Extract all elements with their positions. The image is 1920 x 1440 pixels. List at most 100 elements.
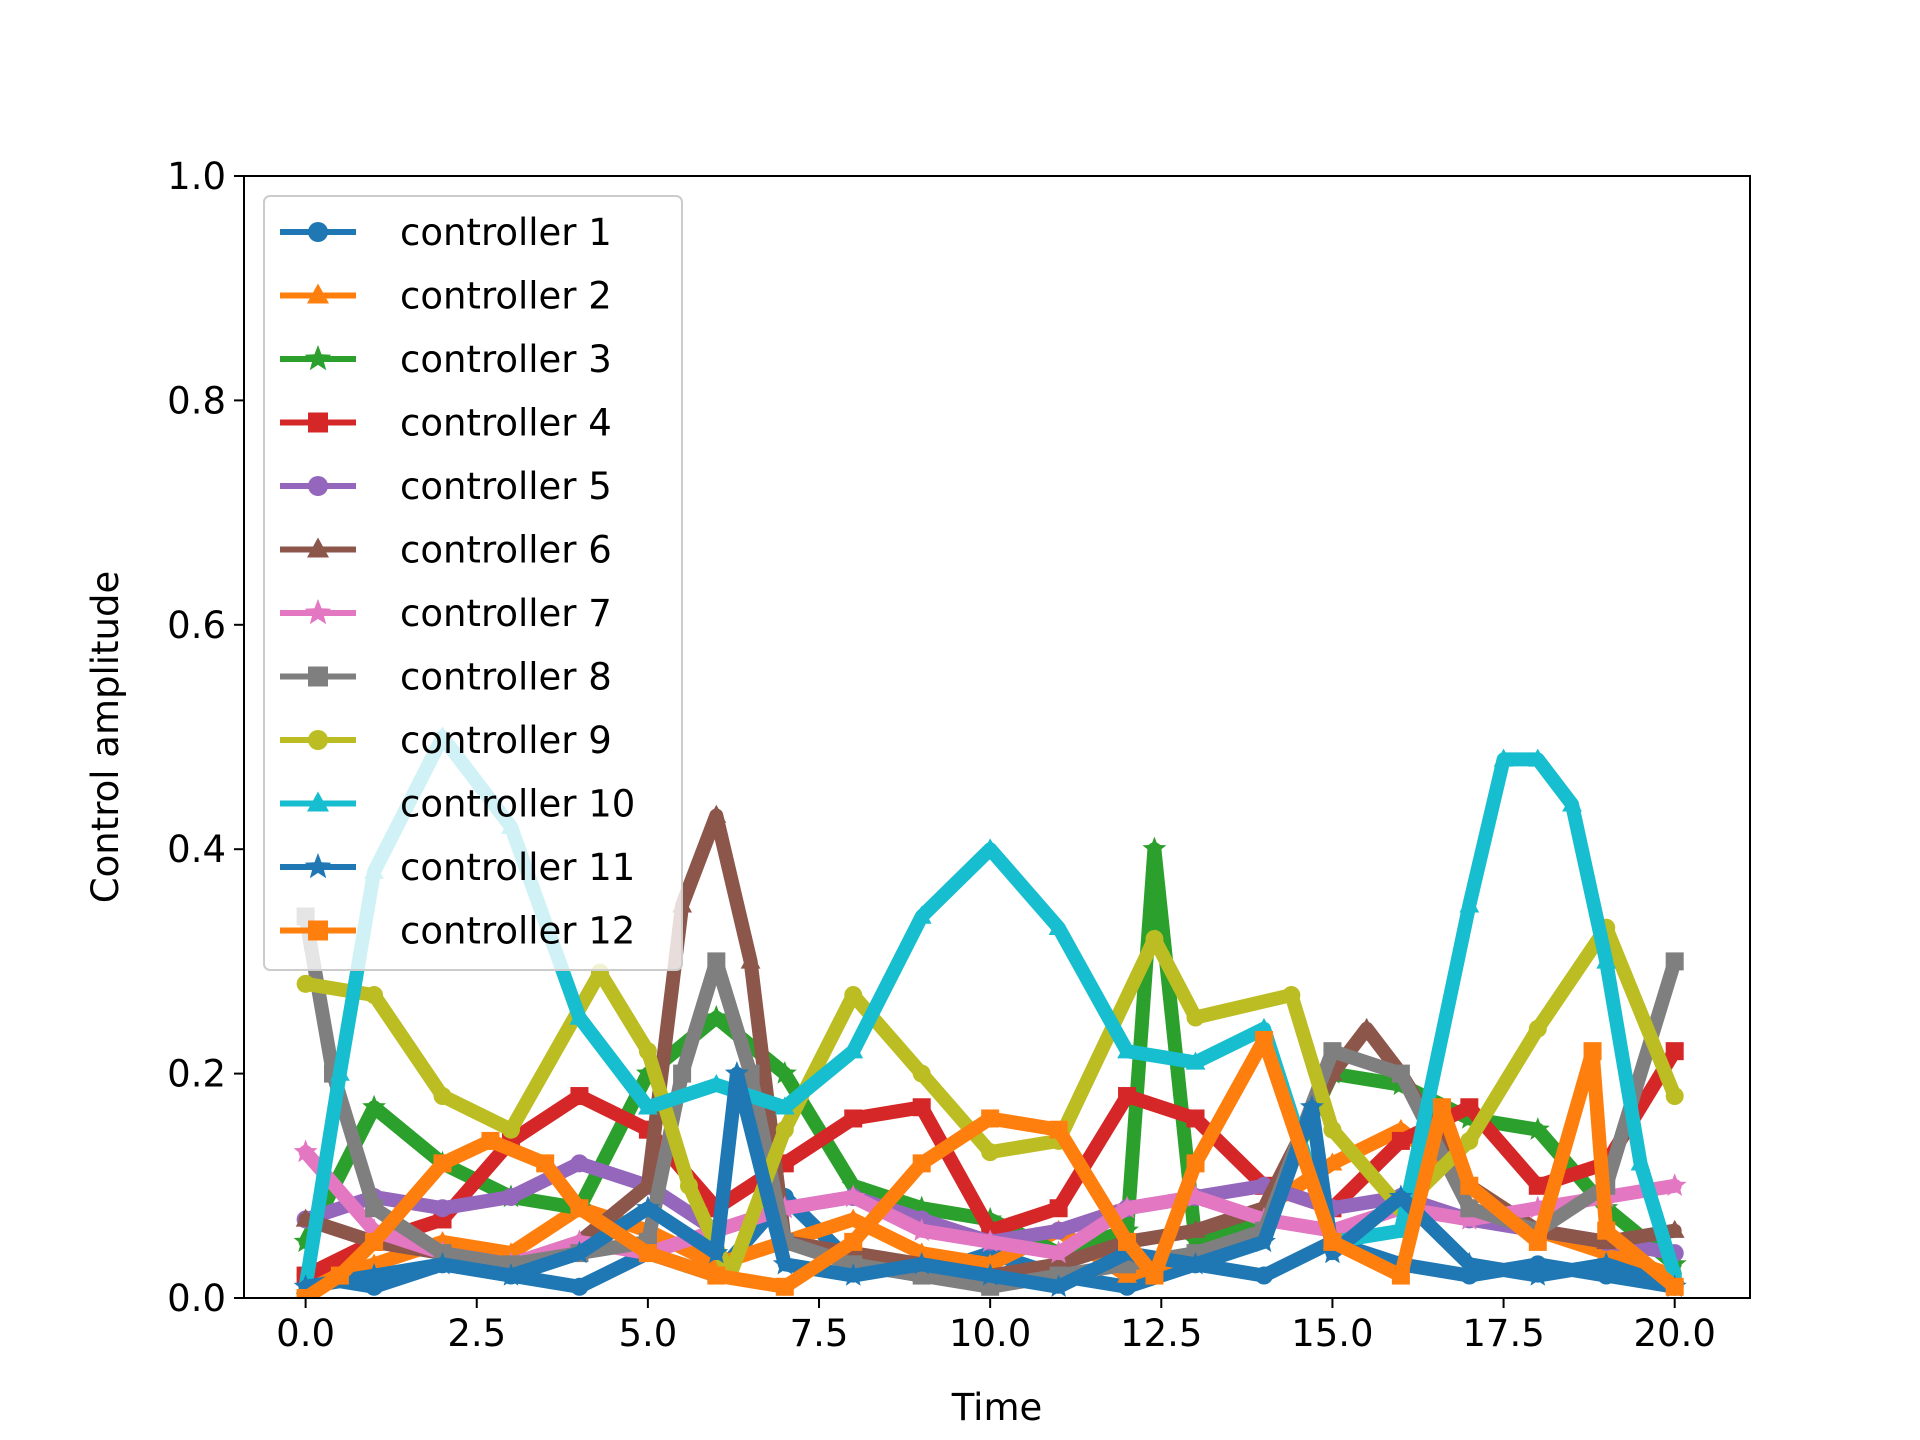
axes-frame [243, 175, 1751, 1299]
data-point [1596, 1242, 1617, 1261]
data-point [501, 1188, 520, 1207]
data-point [1525, 1195, 1550, 1219]
data-point [1665, 952, 1684, 971]
y-tick-label: 1.0 [167, 155, 226, 198]
data-point [1183, 1251, 1208, 1275]
data-point [570, 1087, 589, 1106]
data-point [1356, 1017, 1377, 1036]
data-point [1183, 1229, 1208, 1253]
legend-swatch-marker [308, 412, 328, 433]
data-point [1525, 1117, 1550, 1140]
legend-item: controller 9 [280, 719, 612, 762]
data-point [679, 1176, 698, 1195]
data-point [1049, 1199, 1068, 1218]
data-point [570, 1199, 589, 1218]
data-point [978, 1229, 1003, 1253]
data-point [1185, 1219, 1206, 1238]
legend-label: controller 11 [400, 846, 635, 889]
data-point [841, 1263, 866, 1286]
data-point [1049, 1221, 1068, 1240]
data-point [978, 1263, 1003, 1286]
data-point [911, 905, 932, 924]
data-point [638, 1042, 657, 1061]
data-point [909, 1195, 934, 1219]
data-point [1597, 1221, 1616, 1240]
data-point [772, 1251, 797, 1275]
data-point [912, 1064, 931, 1083]
data-point [704, 1240, 729, 1264]
data-point [638, 1244, 657, 1263]
data-point [1665, 1277, 1684, 1296]
legend-item: controller 2 [280, 275, 612, 318]
series-line [298, 920, 1682, 1283]
data-point [293, 1139, 318, 1163]
data-point [772, 1061, 797, 1084]
data-point [912, 1154, 931, 1173]
data-point [1460, 1131, 1479, 1150]
legend-label: controller 7 [400, 592, 612, 635]
data-point [433, 1199, 452, 1218]
data-point [1528, 1176, 1547, 1195]
legend-label: controller 3 [400, 338, 612, 381]
data-point [1186, 1154, 1205, 1173]
data-point [706, 1074, 727, 1093]
legend-label: controller 2 [400, 275, 612, 318]
data-point [980, 838, 1001, 857]
legend: controller 1 controller 2 controller 3 cont… [263, 195, 683, 971]
x-axis-label: Time [951, 1386, 1043, 1429]
data-point [980, 1253, 1001, 1272]
data-point [909, 1251, 934, 1275]
data-point [1145, 929, 1164, 948]
data-point [724, 1061, 749, 1084]
data-point [1664, 1219, 1685, 1238]
data-point [1254, 1030, 1273, 1049]
data-point [1596, 1231, 1617, 1250]
legend-box [263, 195, 683, 971]
data-point [1046, 1274, 1071, 1297]
legend-swatch-marker [308, 476, 328, 496]
legend-label: controller 9 [400, 719, 612, 762]
x-tick-label: 10.0 [949, 1312, 1031, 1355]
data-point [1115, 1195, 1139, 1219]
legend-swatch-marker [307, 791, 329, 812]
data-point [844, 986, 863, 1005]
data-point [1460, 1176, 1479, 1195]
data-point [1457, 1251, 1482, 1275]
data-point [499, 1263, 523, 1286]
data-point [912, 1098, 931, 1117]
data-point [1049, 1120, 1068, 1139]
data-point [362, 1218, 386, 1241]
y-tick-label: 0.4 [167, 828, 226, 871]
data-point [843, 1040, 864, 1059]
data-point [844, 1232, 863, 1251]
data-point [536, 1154, 555, 1173]
y-axis-label: Control amplitude [84, 571, 127, 903]
data-point [706, 804, 727, 823]
x-tick-label: 17.5 [1462, 1312, 1544, 1355]
data-point [1183, 1184, 1208, 1208]
data-point [1594, 1251, 1619, 1275]
legend-swatch-marker [308, 920, 328, 941]
data-point [362, 1094, 386, 1118]
data-point [909, 1218, 934, 1241]
data-point [365, 1232, 384, 1251]
legend-swatch-marker [304, 599, 332, 625]
data-point [362, 1263, 386, 1286]
legend-swatch-marker [308, 666, 328, 687]
data-point [1142, 836, 1167, 860]
data-point [1493, 748, 1514, 767]
data-point [1460, 1199, 1479, 1218]
legend-label: controller 1 [400, 211, 612, 254]
data-point [430, 1251, 455, 1275]
legend-swatch-marker [308, 222, 328, 242]
data-point [1323, 1232, 1342, 1251]
data-point [1459, 894, 1480, 913]
data-point [1630, 1152, 1651, 1171]
y-tick-label: 0.2 [167, 1053, 226, 1096]
x-tick-label: 12.5 [1120, 1312, 1202, 1355]
x-tick-label: 7.5 [790, 1312, 849, 1355]
data-point [1252, 1229, 1276, 1253]
data-point [1527, 748, 1548, 767]
legend-label: controller 6 [400, 529, 612, 572]
